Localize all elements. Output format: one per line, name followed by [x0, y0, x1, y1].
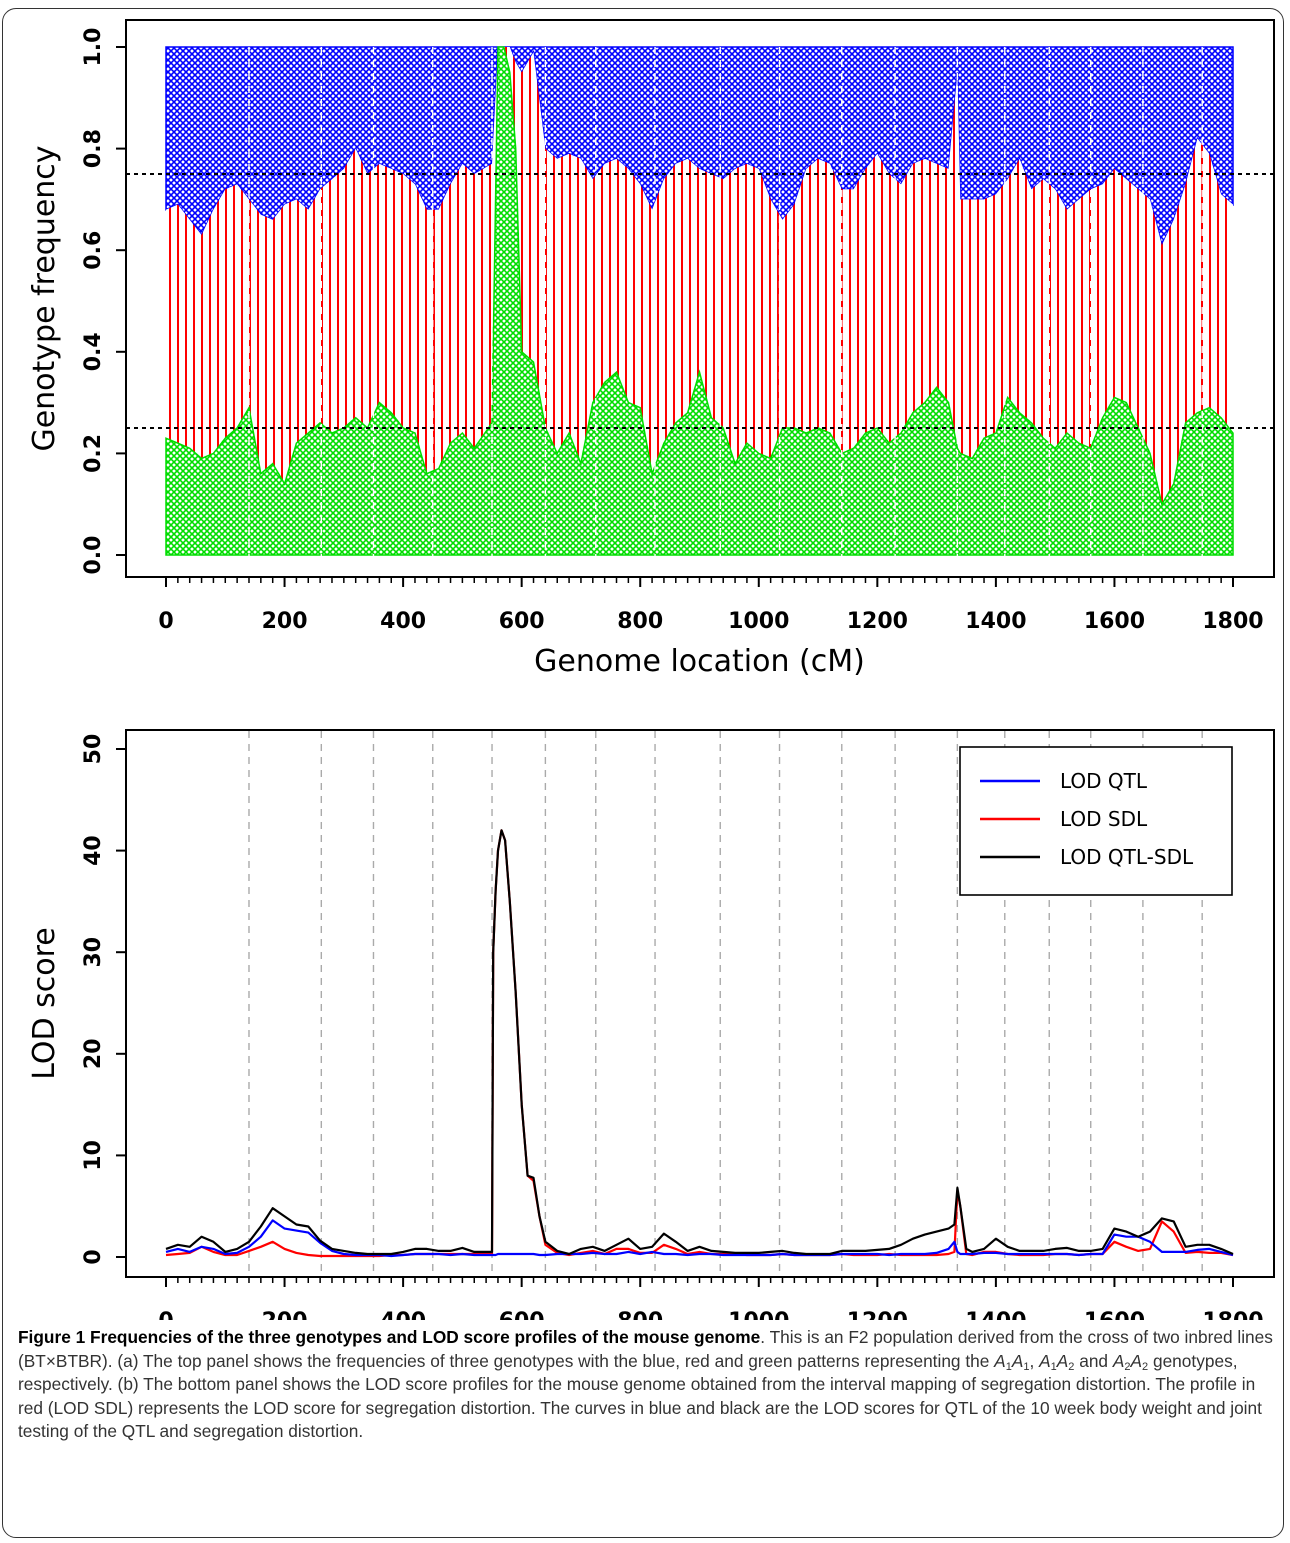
y-axis-title: LOD score [27, 927, 62, 1080]
y-tick-label: 10 [81, 1140, 106, 1171]
x-tick-label: 200 [262, 1309, 308, 1320]
y-tick-label: 20 [81, 1038, 106, 1069]
x-tick-label: 1200 [847, 609, 908, 634]
genotype-a2a2-allele2: A [1130, 1350, 1143, 1371]
caption-title: Frequencies of the three genotypes and L… [90, 1327, 761, 1347]
x-tick-label: 1800 [1202, 1309, 1263, 1320]
x-tick-label: 1600 [1084, 1309, 1145, 1320]
figure-frame [2, 8, 1284, 1538]
x-tick-label: 0 [158, 609, 173, 634]
y-tick-label: 0.6 [81, 231, 106, 270]
y-tick-label: 0.0 [81, 536, 106, 575]
y-tick-label: 30 [81, 937, 106, 968]
genotype-a2a2-allele: A [1112, 1350, 1125, 1371]
figure-caption: Figure 1 Frequencies of the three genoty… [18, 1326, 1278, 1444]
genotype-frequency-chart: 0 200 400 600 800 1000 1200 1400 1600 1800 0.0 0.2 0… [27, 19, 1275, 679]
genotype-a2a2-sub2: 2 [1142, 1360, 1149, 1373]
genotype-a1a2-allele: A [1039, 1350, 1051, 1371]
x-tick-label: 600 [499, 609, 545, 634]
x-axis-title: Genome location (cM) [534, 644, 865, 679]
x-tick-label: 1800 [1202, 609, 1263, 634]
y-tick-label: 0.8 [81, 129, 106, 168]
genotype-a2a2-sub: 2 [1124, 1360, 1131, 1373]
x-tick-label: 1400 [965, 1309, 1026, 1320]
x-tick-label: 200 [262, 609, 308, 634]
genotype-a1a1-allele2: A [1011, 1350, 1024, 1371]
y-tick-label: 1.0 [81, 28, 106, 67]
genotype-a1a2-allele2: A [1056, 1350, 1069, 1371]
legend-box [959, 746, 1233, 896]
x-tick-label: 1000 [728, 609, 789, 634]
x-tick-label: 1000 [728, 1309, 789, 1320]
x-tick-label: 0 [158, 1309, 173, 1320]
y-tick-label: 0.4 [81, 332, 106, 371]
x-tick-label: 1400 [965, 609, 1026, 634]
legend-label: LOD QTL-SDL [1060, 845, 1194, 869]
x-tick-label: 800 [617, 1309, 663, 1320]
genotype-a1a1-allele: A [994, 1350, 1006, 1371]
genotype-a1a1-sub: 1 [1005, 1360, 1012, 1373]
genotype-a1a2-sub2: 2 [1068, 1360, 1075, 1373]
y-tick-label: 50 [81, 734, 106, 765]
x-tick-label: 600 [499, 1309, 545, 1320]
lod-score-chart: 0 200 400 600 800 1000 1200 1400 1600 1800 0 10 20 30… [27, 729, 1275, 1320]
caption-text-1: . This is an F2 population derived from … [18, 1327, 1273, 1371]
y-tick-label: 0.2 [81, 434, 106, 473]
caption-text-2: genotypes, respectively. (b) The bottom … [18, 1350, 1262, 1442]
figure-canvas: 0 200 400 600 800 1000 1200 1400 1600 18000.00.20… [27, 19, 1275, 1320]
x-tick-label: 1600 [1084, 609, 1145, 634]
y-tick-label: 40 [81, 835, 106, 866]
y-tick-label: 0 [81, 1249, 106, 1264]
caption-separator-and: and [1074, 1350, 1113, 1371]
caption-label: Figure 1 [18, 1327, 86, 1347]
lod-series-line [165, 1219, 1234, 1258]
y-axis-title: Genotype frequency [27, 145, 62, 451]
x-tick-label: 400 [380, 1309, 426, 1320]
x-tick-label: 400 [380, 609, 426, 634]
lod-series-line [165, 829, 1234, 1256]
legend: LOD QTL LOD SDL LOD QTL-SDL [959, 746, 1233, 896]
legend-label: LOD QTL [1060, 769, 1148, 793]
legend-label: LOD SDL [1060, 807, 1148, 831]
x-tick-label: 1200 [847, 1309, 908, 1320]
genotype-a1a2-sub: 1 [1050, 1360, 1057, 1373]
x-tick-label: 800 [617, 609, 663, 634]
caption-separator: , [1029, 1350, 1040, 1371]
genotype-a1a1-sub2: 1 [1023, 1360, 1030, 1373]
